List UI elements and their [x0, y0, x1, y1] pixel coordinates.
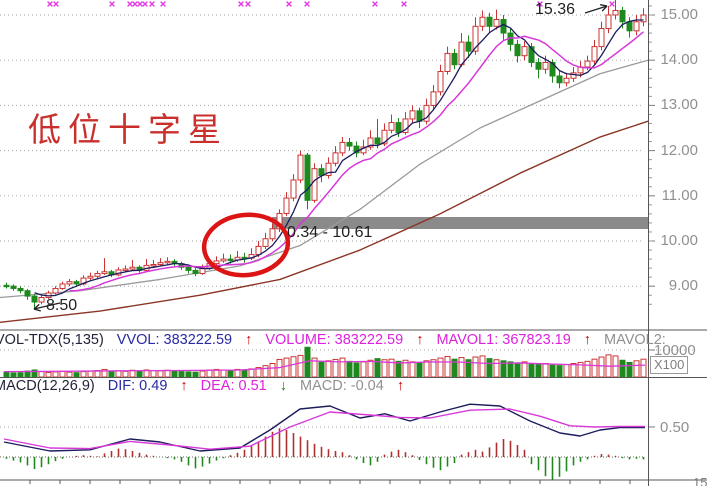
dea-down-arrow-icon: ↓	[279, 378, 287, 394]
vvol-up-arrow-icon: ↑	[245, 331, 253, 348]
resistance-band	[272, 217, 648, 229]
macd-readout: MACD: -0.04	[300, 378, 384, 394]
price-axis-label: 14.00	[660, 51, 698, 69]
macd-panel	[0, 403, 655, 480]
macd-up-arrow-icon: ↑	[396, 378, 405, 394]
volume-axis-tick-label: 10000	[654, 342, 696, 359]
mavol1-readout: MAVOL1: 367823.19	[436, 331, 571, 348]
macd-indicator-name[interactable]: MACD(12,26,9)	[0, 378, 95, 394]
annotation-low-price-label: 8.50	[46, 297, 78, 314]
volume-panel	[0, 346, 695, 378]
annotation-range-label: 0.34 - 10.61	[287, 224, 373, 241]
price-axis-label: 15.00	[660, 6, 698, 23]
mavol2-label: MAVOL2:	[604, 331, 666, 348]
annotation-title: 低位十字星	[28, 113, 228, 149]
price-gridlines	[0, 5, 655, 305]
volume-multiplier-badge: X100	[650, 356, 689, 374]
volume-up-arrow-icon: ↑	[416, 331, 424, 348]
price-axis-label: 13.00	[660, 96, 698, 114]
mavol1-up-arrow-icon: ↑	[583, 331, 592, 348]
date-axis-fragment: 15	[693, 475, 707, 486]
volume-header: VOL-TDX(5,135) VVOL: 383222.59 ↑ VOLUME:…	[0, 331, 666, 348]
macd-header: MACD(12,26,9) DIF: 0.49 ↑ DEA: 0.51 ↓ MA…	[0, 378, 404, 394]
fast-ma-lines	[34, 19, 644, 297]
macd-axis-tick-label: 0.50	[660, 419, 690, 436]
dea-readout: DEA: 0.51	[200, 378, 267, 394]
dif-readout: DIF: 0.49	[107, 378, 168, 394]
vvol-readout: VVOL: 383222.59	[116, 331, 233, 348]
volume-readout: VOLUME: 383222.59	[265, 331, 404, 348]
price-axis-label: 12.00	[660, 141, 698, 159]
price-axis-label: 11.00	[661, 186, 698, 204]
price-axis-label: 9.00	[668, 277, 698, 295]
annotation-layer	[33, 3, 608, 312]
volume-indicator-name[interactable]: VOL-TDX(5,135)	[0, 331, 104, 348]
slow-ma-lines	[0, 59, 649, 324]
annotation-peak-price-label: 15.36	[535, 1, 576, 18]
signal-star-icons	[47, 1, 615, 7]
dif-up-arrow-icon: ↑	[180, 378, 188, 394]
price-axis-label: 10.00	[660, 232, 698, 249]
